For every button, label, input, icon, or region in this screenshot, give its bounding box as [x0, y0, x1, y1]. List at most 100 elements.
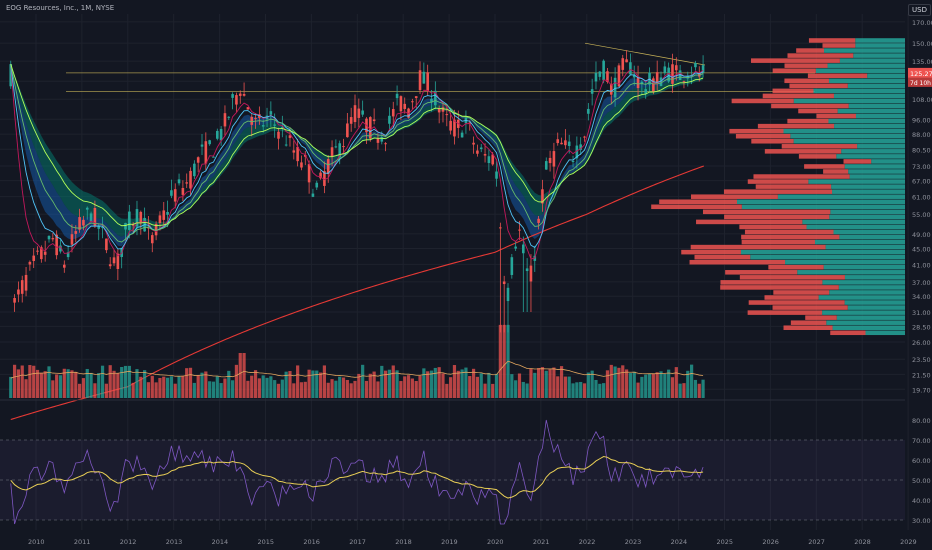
currency-label[interactable]: USD [908, 4, 931, 16]
volume-profile-bar [691, 194, 778, 199]
volume-bar [349, 383, 353, 398]
candle-body [288, 135, 292, 138]
candle-body [384, 143, 387, 145]
rsi-ma-line [10, 455, 704, 499]
volume-bar [594, 379, 598, 398]
rsi-tick-label: 80.00 [912, 417, 931, 425]
volume-bar [296, 365, 300, 398]
volume-bar [632, 371, 636, 398]
volume-bar [177, 376, 181, 398]
candle-body [399, 96, 403, 112]
symbol-title[interactable]: EOG Resources, Inc., 1M, NYSE [6, 4, 115, 12]
volume-bar [586, 372, 590, 398]
candle-body [13, 298, 16, 303]
candle-body [342, 146, 345, 148]
volume-bar [464, 367, 468, 398]
volume-bar [173, 383, 177, 398]
candle-body [652, 78, 655, 92]
candle-body [483, 154, 487, 156]
candle-body [135, 209, 139, 227]
volume-profile-bar [772, 68, 816, 73]
volume-profile-bar [729, 128, 784, 134]
price-tick-label: 73.00 [912, 163, 931, 171]
candle-body [204, 141, 208, 164]
candle-body [128, 211, 131, 231]
volume-bar [475, 376, 480, 398]
candle-body [391, 109, 395, 117]
volume-bar [9, 376, 13, 398]
candle-body [380, 137, 384, 142]
year-tick-label: 2013 [166, 538, 183, 546]
volume-profile-bar [855, 43, 905, 48]
candle-body [694, 63, 697, 68]
volume-profile-bar [747, 310, 823, 315]
volume-bar [460, 369, 464, 398]
volume-bar [418, 375, 422, 398]
year-tick-label: 2017 [349, 538, 366, 546]
volume-profile-bar [822, 280, 905, 285]
candle-body [514, 246, 517, 249]
year-tick-label: 2028 [854, 538, 871, 546]
candle-body [437, 108, 441, 113]
volume-profile-bar [844, 164, 905, 169]
volume-profile-bar [849, 174, 905, 179]
volume-bar [364, 380, 369, 398]
volume-bar [85, 368, 89, 398]
candle-body [9, 64, 13, 87]
volume-bar [12, 364, 17, 398]
volume-bar [219, 383, 223, 398]
volume-profile-bar [822, 43, 856, 48]
candle-body [518, 229, 521, 231]
volume-bar [533, 372, 537, 398]
volume-bar [238, 353, 242, 398]
volume-profile-bar [834, 123, 905, 129]
candle-body [284, 144, 288, 146]
volume-bar [250, 375, 254, 398]
candle-body [629, 62, 632, 75]
volume-bar [624, 369, 629, 398]
volume-profile-bar [735, 133, 791, 139]
candle-body [346, 123, 349, 138]
volume-bar [361, 364, 365, 398]
candle-body [353, 105, 357, 123]
volume-profile-bar [823, 169, 849, 174]
volume-bar [380, 365, 384, 398]
candle-body [506, 287, 510, 302]
volume-bar [540, 367, 545, 398]
volume-bar [682, 383, 686, 398]
volume-profile-bar [747, 179, 809, 184]
volume-bar [307, 369, 311, 398]
volume-profile-bar [828, 118, 905, 124]
price-tick-label: 150.00 [912, 40, 932, 48]
volume-profile-bar [787, 118, 829, 124]
volume-bar [471, 368, 476, 398]
year-tick-label: 2026 [762, 538, 779, 546]
volume-profile-bar [865, 330, 905, 336]
candle-body [116, 253, 120, 270]
volume-bar [563, 376, 567, 398]
volume-profile-bar [832, 325, 905, 331]
volume-profile-bar [784, 63, 828, 68]
price-tick-label: 41.00 [912, 261, 931, 269]
ema-line [10, 64, 704, 227]
volume-profile-bar [813, 88, 905, 94]
candle-body [567, 141, 571, 146]
trendline [584, 42, 706, 66]
volume-bar [28, 365, 32, 398]
volume-profile-bar [824, 48, 905, 53]
candle-body [261, 125, 265, 127]
volume-bar [242, 353, 246, 398]
volume-bar [644, 374, 648, 398]
volume-profile-bar [836, 154, 905, 159]
volume-bar [544, 370, 548, 398]
volume-profile-bar [822, 310, 905, 315]
candle-body [70, 234, 74, 245]
candle-body [682, 81, 686, 83]
rsi-tick-label: 30.00 [912, 517, 931, 525]
volume-bar [345, 379, 349, 398]
volume-bar [529, 368, 533, 398]
candle-body [522, 244, 525, 254]
volume-bar [318, 372, 323, 398]
candle-body [51, 238, 55, 240]
